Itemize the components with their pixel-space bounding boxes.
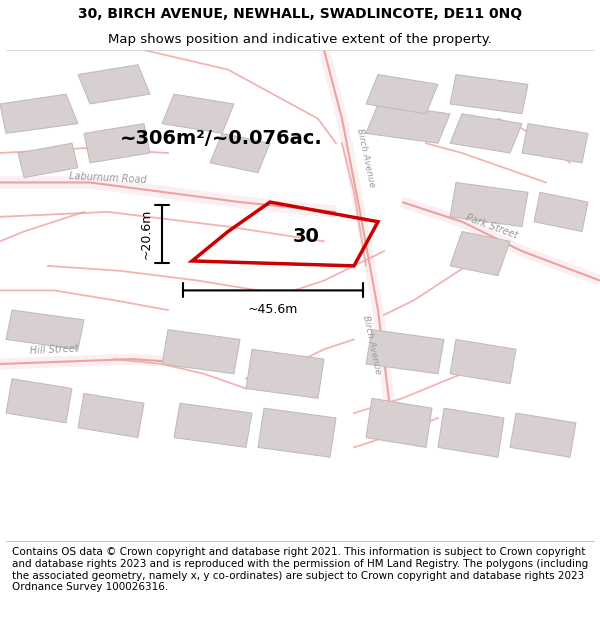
Polygon shape — [450, 231, 510, 276]
Polygon shape — [174, 403, 252, 448]
Polygon shape — [162, 329, 240, 374]
Polygon shape — [522, 124, 588, 163]
Polygon shape — [246, 349, 324, 398]
Text: ~306m²/~0.076ac.: ~306m²/~0.076ac. — [120, 129, 323, 148]
Polygon shape — [510, 413, 576, 458]
Polygon shape — [450, 339, 516, 384]
Text: 30: 30 — [293, 227, 319, 246]
Polygon shape — [258, 408, 336, 458]
Polygon shape — [6, 310, 84, 349]
Text: Hill Street: Hill Street — [29, 343, 79, 356]
Text: Map shows position and indicative extent of the property.: Map shows position and indicative extent… — [108, 32, 492, 46]
Text: 30, BIRCH AVENUE, NEWHALL, SWADLINCOTE, DE11 0NQ: 30, BIRCH AVENUE, NEWHALL, SWADLINCOTE, … — [78, 7, 522, 21]
Text: Birch Avenue: Birch Avenue — [361, 314, 383, 374]
Polygon shape — [162, 94, 234, 133]
Polygon shape — [6, 379, 72, 423]
Polygon shape — [366, 398, 432, 448]
Polygon shape — [366, 329, 444, 374]
Polygon shape — [450, 74, 528, 114]
Polygon shape — [78, 394, 144, 438]
Polygon shape — [366, 74, 438, 114]
Polygon shape — [450, 114, 522, 153]
Polygon shape — [534, 192, 588, 231]
Polygon shape — [366, 104, 450, 143]
Polygon shape — [78, 65, 150, 104]
Text: Contains OS data © Crown copyright and database right 2021. This information is : Contains OS data © Crown copyright and d… — [12, 548, 588, 592]
Polygon shape — [450, 182, 528, 227]
Text: ~45.6m: ~45.6m — [248, 302, 298, 316]
Text: Park Street: Park Street — [464, 213, 520, 241]
Polygon shape — [210, 133, 270, 172]
Polygon shape — [84, 124, 150, 163]
Text: Laburnum Road: Laburnum Road — [69, 171, 147, 184]
Polygon shape — [0, 94, 78, 133]
Text: ~20.6m: ~20.6m — [140, 209, 153, 259]
Text: Birch Avenue: Birch Avenue — [355, 127, 377, 188]
Polygon shape — [438, 408, 504, 458]
Polygon shape — [18, 143, 78, 177]
